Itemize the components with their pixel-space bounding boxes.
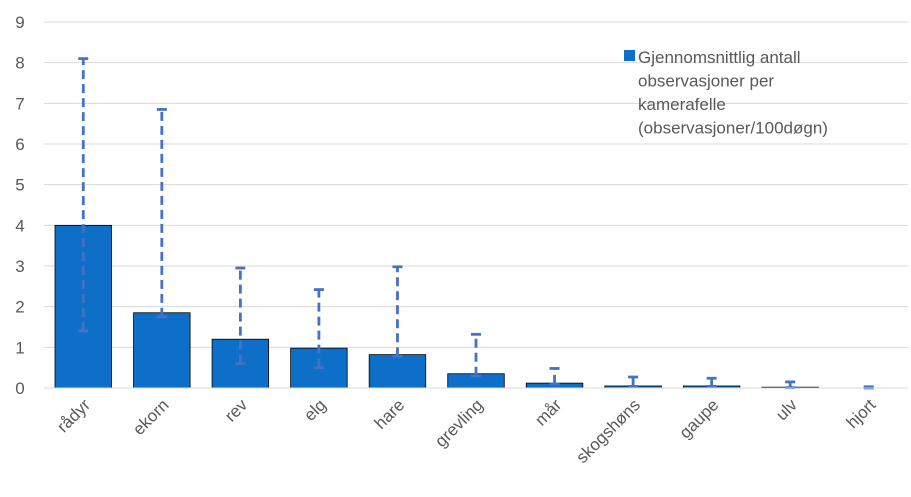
bar-0: [54, 224, 112, 389]
y-tick-label: 8: [15, 54, 24, 73]
gridlines: [44, 21, 908, 348]
y-tick-label: 3: [15, 257, 24, 276]
x-tick-label: ulv: [772, 395, 801, 424]
x-tick-label: hare: [371, 395, 408, 432]
bar-1: [133, 312, 191, 389]
y-tick-label: 4: [15, 216, 24, 235]
legend-line: (observasjoner/100døgn): [638, 119, 828, 138]
bar-4: [368, 354, 427, 389]
x-tick-label: hjort: [843, 395, 880, 432]
y-axis-tick-labels: 0 1 2 3 4 5 6 7 8 9: [15, 13, 24, 398]
x-tick-label: rådyr: [53, 395, 94, 436]
y-tick-label: 7: [15, 94, 24, 113]
legend-swatch: [624, 50, 635, 61]
legend-line: observasjoner per: [638, 72, 774, 91]
y-tick-label: 6: [15, 135, 24, 154]
legend-label: Gjennomsnittlig antall observasjoner per k…: [638, 48, 828, 138]
x-tick-label: grevling: [431, 395, 487, 451]
x-tick-label: rev: [221, 395, 251, 425]
error-bars: [78, 57, 874, 390]
y-tick-label: 9: [15, 13, 24, 32]
legend-line: kamerafelle: [638, 95, 726, 114]
legend: Gjennomsnittlig antall observasjoner per k…: [624, 48, 828, 138]
x-tick-label: ekorn: [129, 395, 173, 439]
x-tick-label: elg: [300, 395, 329, 424]
x-tick-label: mår: [531, 395, 565, 429]
legend-line: Gjennomsnittlig antall: [638, 48, 801, 67]
y-tick-label: 1: [15, 338, 24, 357]
y-tick-label: 2: [15, 298, 24, 317]
y-tick-label: 5: [15, 176, 24, 195]
x-axis-tick-labels: rådyr ekorn rev elg hare grevling mår skogshøns…: [53, 395, 879, 467]
x-tick-label: gaupe: [676, 395, 723, 442]
y-tick-label: 0: [15, 379, 24, 398]
x-tick-label: skogshøns: [572, 395, 644, 467]
